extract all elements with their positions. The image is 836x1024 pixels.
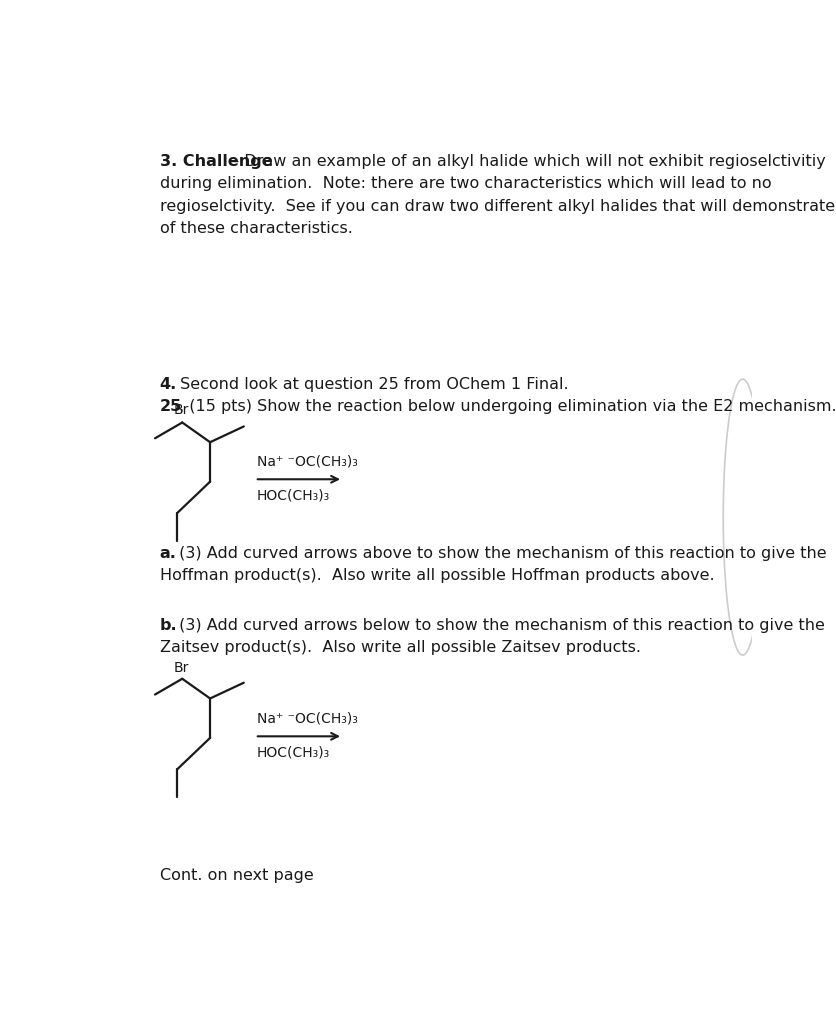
Text: (3) Add curved arrows below to show the mechanism of this reaction to give the: (3) Add curved arrows below to show the … — [174, 618, 824, 633]
Text: – Draw an example of an alkyl halide which will not exhibit regioselctivitiy: – Draw an example of an alkyl halide whi… — [227, 155, 826, 169]
Text: HOC(CH₃)₃: HOC(CH₃)₃ — [257, 488, 330, 503]
Text: Second look at question 25 from OChem 1 Final.: Second look at question 25 from OChem 1 … — [175, 377, 568, 392]
Text: Na⁺ ⁻OC(CH₃)₃: Na⁺ ⁻OC(CH₃)₃ — [257, 712, 358, 725]
Text: Br: Br — [174, 660, 189, 675]
Text: (3) Add curved arrows above to show the mechanism of this reaction to give the: (3) Add curved arrows above to show the … — [174, 546, 827, 561]
Text: Br: Br — [174, 403, 189, 417]
Text: b.: b. — [160, 618, 177, 633]
Text: during elimination.  Note: there are two characteristics which will lead to no: during elimination. Note: there are two … — [160, 176, 771, 191]
Text: Hoffman product(s).  Also write all possible Hoffman products above.: Hoffman product(s). Also write all possi… — [160, 568, 714, 584]
Text: 4.: 4. — [160, 377, 177, 392]
Text: Zaitsev product(s).  Also write all possible Zaitsev products.: Zaitsev product(s). Also write all possi… — [160, 640, 640, 655]
Text: 25: 25 — [160, 398, 181, 414]
Text: regioselctivity.  See if you can draw two different alkyl halides that will demo: regioselctivity. See if you can draw two… — [160, 199, 836, 214]
Text: a.: a. — [160, 546, 176, 561]
Text: of these characteristics.: of these characteristics. — [160, 220, 353, 236]
Text: Na⁺ ⁻OC(CH₃)₃: Na⁺ ⁻OC(CH₃)₃ — [257, 455, 358, 468]
Text: HOC(CH₃)₃: HOC(CH₃)₃ — [257, 745, 330, 760]
Text: . (15 pts) Show the reaction below undergoing elimination via the E2 mechanism.: . (15 pts) Show the reaction below under… — [179, 398, 836, 414]
Text: Cont. on next page: Cont. on next page — [160, 868, 314, 883]
Text: 3. Challenge: 3. Challenge — [160, 155, 273, 169]
